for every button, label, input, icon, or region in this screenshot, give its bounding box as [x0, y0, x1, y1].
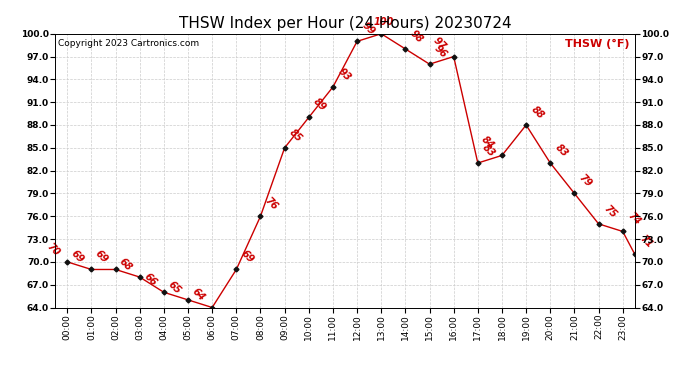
Text: 66: 66	[141, 272, 158, 288]
Title: THSW Index per Hour (24 Hours) 20230724: THSW Index per Hour (24 Hours) 20230724	[179, 16, 511, 31]
Text: THSW (°F): THSW (°F)	[564, 39, 629, 49]
Text: 75: 75	[602, 203, 618, 220]
Text: 69: 69	[93, 249, 110, 265]
Text: 69: 69	[0, 374, 1, 375]
Text: 99: 99	[360, 21, 377, 37]
Text: Copyright 2023 Cartronics.com: Copyright 2023 Cartronics.com	[58, 39, 199, 48]
Text: 98: 98	[408, 28, 425, 45]
Text: 74: 74	[626, 211, 642, 227]
Text: 84: 84	[480, 135, 496, 151]
Text: 88: 88	[529, 104, 546, 121]
Text: 83: 83	[481, 142, 497, 159]
Text: 65: 65	[166, 279, 182, 296]
Text: 97: 97	[431, 36, 448, 52]
Text: 71: 71	[638, 234, 654, 250]
Text: 69: 69	[69, 249, 86, 265]
Text: 70: 70	[45, 241, 61, 258]
Text: 83: 83	[553, 142, 570, 159]
Text: 79: 79	[578, 172, 594, 189]
Text: 76: 76	[264, 195, 280, 212]
Text: 68: 68	[117, 256, 134, 273]
Text: 93: 93	[336, 66, 353, 83]
Text: 89: 89	[312, 97, 328, 113]
Text: 85: 85	[288, 127, 304, 144]
Text: 69: 69	[239, 249, 256, 265]
Text: 96: 96	[433, 44, 449, 60]
Text: 64: 64	[190, 287, 206, 303]
Text: 100: 100	[374, 17, 394, 27]
